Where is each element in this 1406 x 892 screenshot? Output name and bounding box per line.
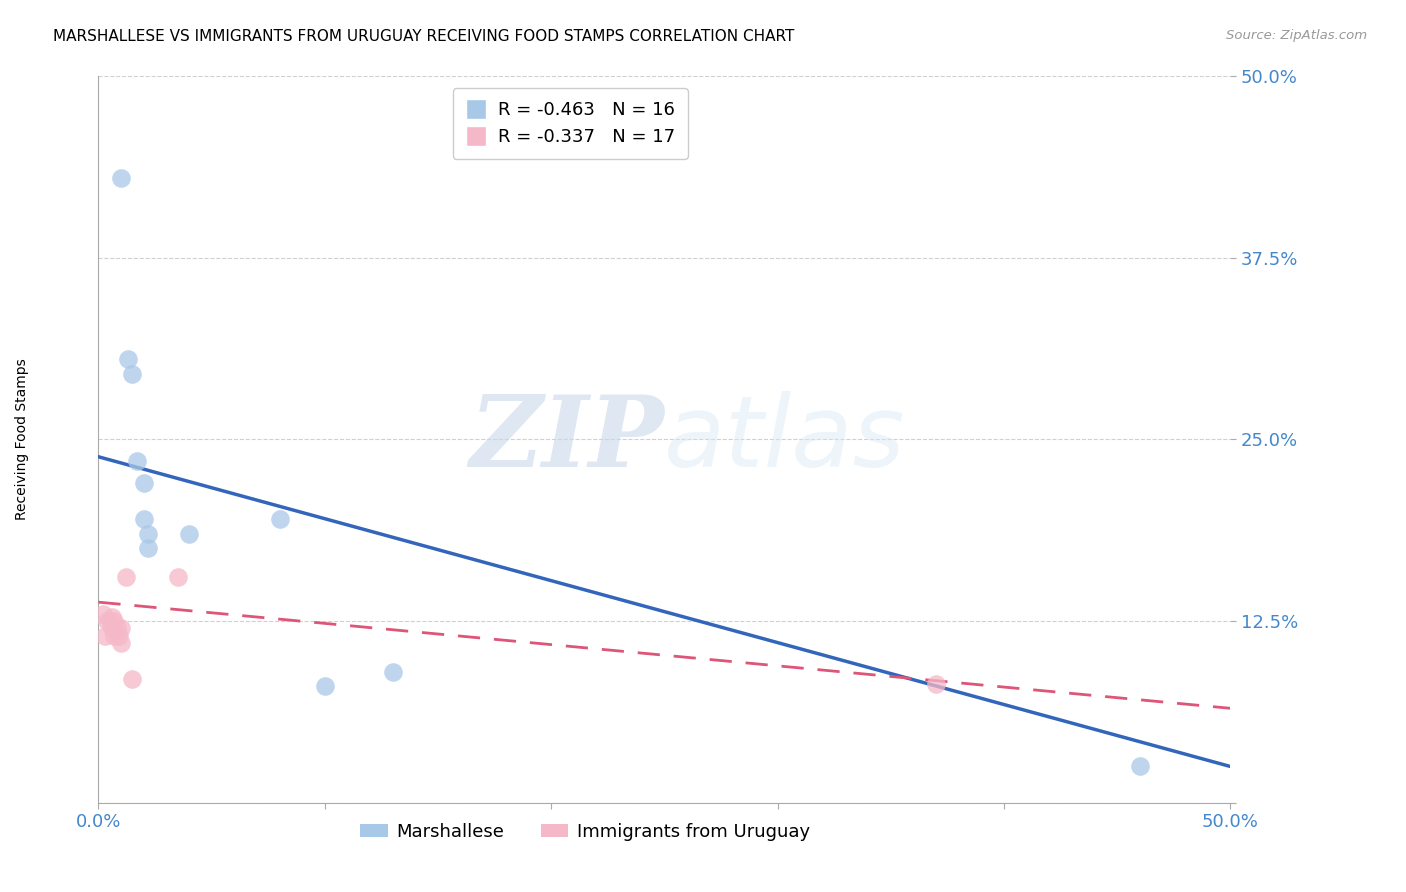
Point bbox=[136, 541, 159, 556]
Point bbox=[925, 676, 948, 690]
Point bbox=[166, 570, 188, 584]
Y-axis label: Receiving Food Stamps: Receiving Food Stamps bbox=[15, 359, 30, 520]
Point bbox=[96, 614, 118, 628]
Point bbox=[91, 607, 114, 621]
Point bbox=[177, 526, 200, 541]
Text: ZIP: ZIP bbox=[470, 391, 665, 488]
Point bbox=[314, 680, 336, 694]
Point bbox=[103, 629, 125, 643]
Point bbox=[117, 352, 139, 367]
Point bbox=[105, 621, 128, 635]
Point bbox=[121, 672, 143, 686]
Point bbox=[381, 665, 404, 679]
Point bbox=[107, 629, 129, 643]
Point bbox=[269, 512, 291, 526]
Point bbox=[132, 475, 155, 490]
Point bbox=[125, 454, 148, 468]
Point bbox=[132, 512, 155, 526]
Point bbox=[110, 170, 132, 185]
Point bbox=[101, 621, 124, 635]
Text: MARSHALLESE VS IMMIGRANTS FROM URUGUAY RECEIVING FOOD STAMPS CORRELATION CHART: MARSHALLESE VS IMMIGRANTS FROM URUGUAY R… bbox=[53, 29, 794, 45]
Point bbox=[110, 636, 132, 650]
Point bbox=[1129, 759, 1152, 773]
Point bbox=[101, 609, 124, 624]
Point bbox=[94, 629, 117, 643]
Legend: Marshallese, Immigrants from Uruguay: Marshallese, Immigrants from Uruguay bbox=[353, 816, 817, 848]
Point bbox=[136, 526, 159, 541]
Point bbox=[121, 367, 143, 381]
Text: Source: ZipAtlas.com: Source: ZipAtlas.com bbox=[1226, 29, 1367, 43]
Point bbox=[110, 621, 132, 635]
Text: atlas: atlas bbox=[665, 391, 905, 488]
Point bbox=[98, 614, 121, 628]
Point bbox=[114, 570, 136, 584]
Point bbox=[103, 614, 125, 628]
